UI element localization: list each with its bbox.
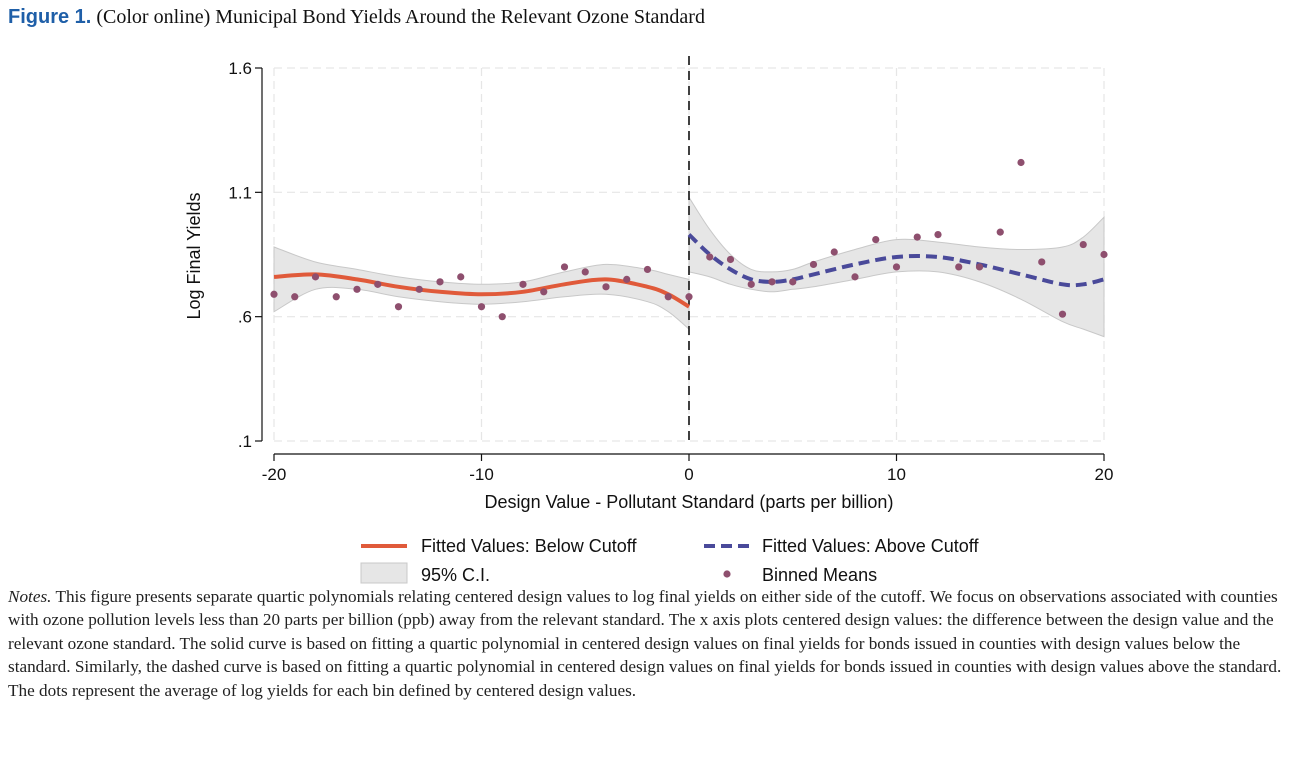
binned-mean-point (1100, 250, 1108, 259)
binned-mean-point (581, 268, 589, 276)
binned-mean-point (498, 313, 506, 321)
binned-mean-point (789, 278, 797, 286)
binned-mean-point (747, 280, 755, 288)
binned-mean-point (975, 263, 984, 271)
y-tick-label: 1.6 (228, 59, 252, 78)
binned-mean-point (851, 273, 859, 281)
binned-mean-point (996, 228, 1004, 236)
binned-mean-point (913, 233, 921, 241)
binned-mean-point (291, 293, 299, 301)
binned-mean-point (436, 278, 444, 286)
binned-mean-point (768, 278, 776, 286)
binned-mean-point (602, 283, 610, 291)
fit-line-above (687, 233, 1105, 288)
binned-mean-point (934, 231, 942, 239)
binned-mean-point (374, 280, 382, 288)
binned-mean-point (685, 293, 693, 301)
legend-above-fit-label: Fitted Values: Above Cutoff (762, 536, 979, 556)
legend-ci-label: 95% C.I. (421, 565, 490, 585)
binned-mean-point (1038, 258, 1046, 266)
binned-mean-point (643, 265, 652, 274)
legend-dot-label: Binned Means (762, 565, 877, 585)
figure-notes: Notes. This figure presents separate qua… (8, 585, 1292, 702)
binned-mean-point (892, 263, 901, 271)
binned-mean-point (1017, 158, 1025, 167)
binned-mean-point (519, 280, 527, 288)
x-tick-label: -10 (469, 465, 494, 484)
binned-mean-point (353, 285, 361, 293)
line-layer (273, 233, 1105, 309)
figure-caption: (Color online) Municipal Bond Yields Aro… (96, 6, 705, 28)
x-axis-label: Design Value - Pollutant Standard (parts… (485, 492, 894, 512)
legend-ci-swatch (360, 562, 408, 584)
y-tick-label: .6 (238, 308, 252, 327)
figure-title: Figure 1. (Color online) Municipal Bond … (8, 6, 705, 29)
y-tick-label: 1.1 (228, 183, 252, 202)
binned-mean-point (332, 293, 340, 301)
binned-mean-point (394, 303, 403, 311)
binned-mean-point (540, 288, 548, 296)
binned-mean-point (955, 263, 963, 271)
y-axis-label: Log Final Yields (184, 192, 204, 319)
binned-mean-point (706, 253, 714, 261)
binned-mean-point (415, 285, 423, 293)
y-tick-label: .1 (238, 432, 252, 451)
binned-mean-point (830, 248, 838, 256)
binned-mean-point (477, 303, 486, 311)
binned-mean-point (726, 255, 735, 264)
dot-layer (270, 158, 1108, 321)
chart: .1 .6 1.1 1.6 -20 -10 0 10 20 Log Final Yields D… (184, 56, 1113, 585)
binned-mean-point (270, 290, 278, 298)
notes-text: This figure presents separate quartic po… (8, 587, 1282, 700)
binned-mean-point (1058, 310, 1067, 318)
x-tick-label: 0 (684, 465, 693, 484)
binned-mean-point (872, 235, 880, 244)
axis-layer: .1 .6 1.1 1.6 -20 -10 0 10 20 (228, 59, 1113, 484)
figure-label: Figure 1. (8, 6, 92, 28)
notes-label: Notes. (8, 587, 52, 606)
binned-mean-point (664, 293, 672, 301)
fit-line-below (273, 272, 691, 309)
x-tick-label: 20 (1095, 465, 1114, 484)
binned-mean-point (311, 273, 320, 281)
binned-mean-point (560, 263, 569, 271)
legend-below-fit-label: Fitted Values: Below Cutoff (421, 536, 637, 556)
binned-mean-point (1079, 240, 1087, 249)
binned-mean-point (623, 275, 631, 283)
x-tick-label: -20 (262, 465, 287, 484)
legend-dot-swatch (723, 570, 731, 578)
legend: Fitted Values: Below Cutoff Fitted Value… (360, 536, 979, 585)
binned-mean-point (457, 273, 465, 281)
x-tick-label: 10 (887, 465, 906, 484)
binned-mean-point (809, 260, 818, 269)
